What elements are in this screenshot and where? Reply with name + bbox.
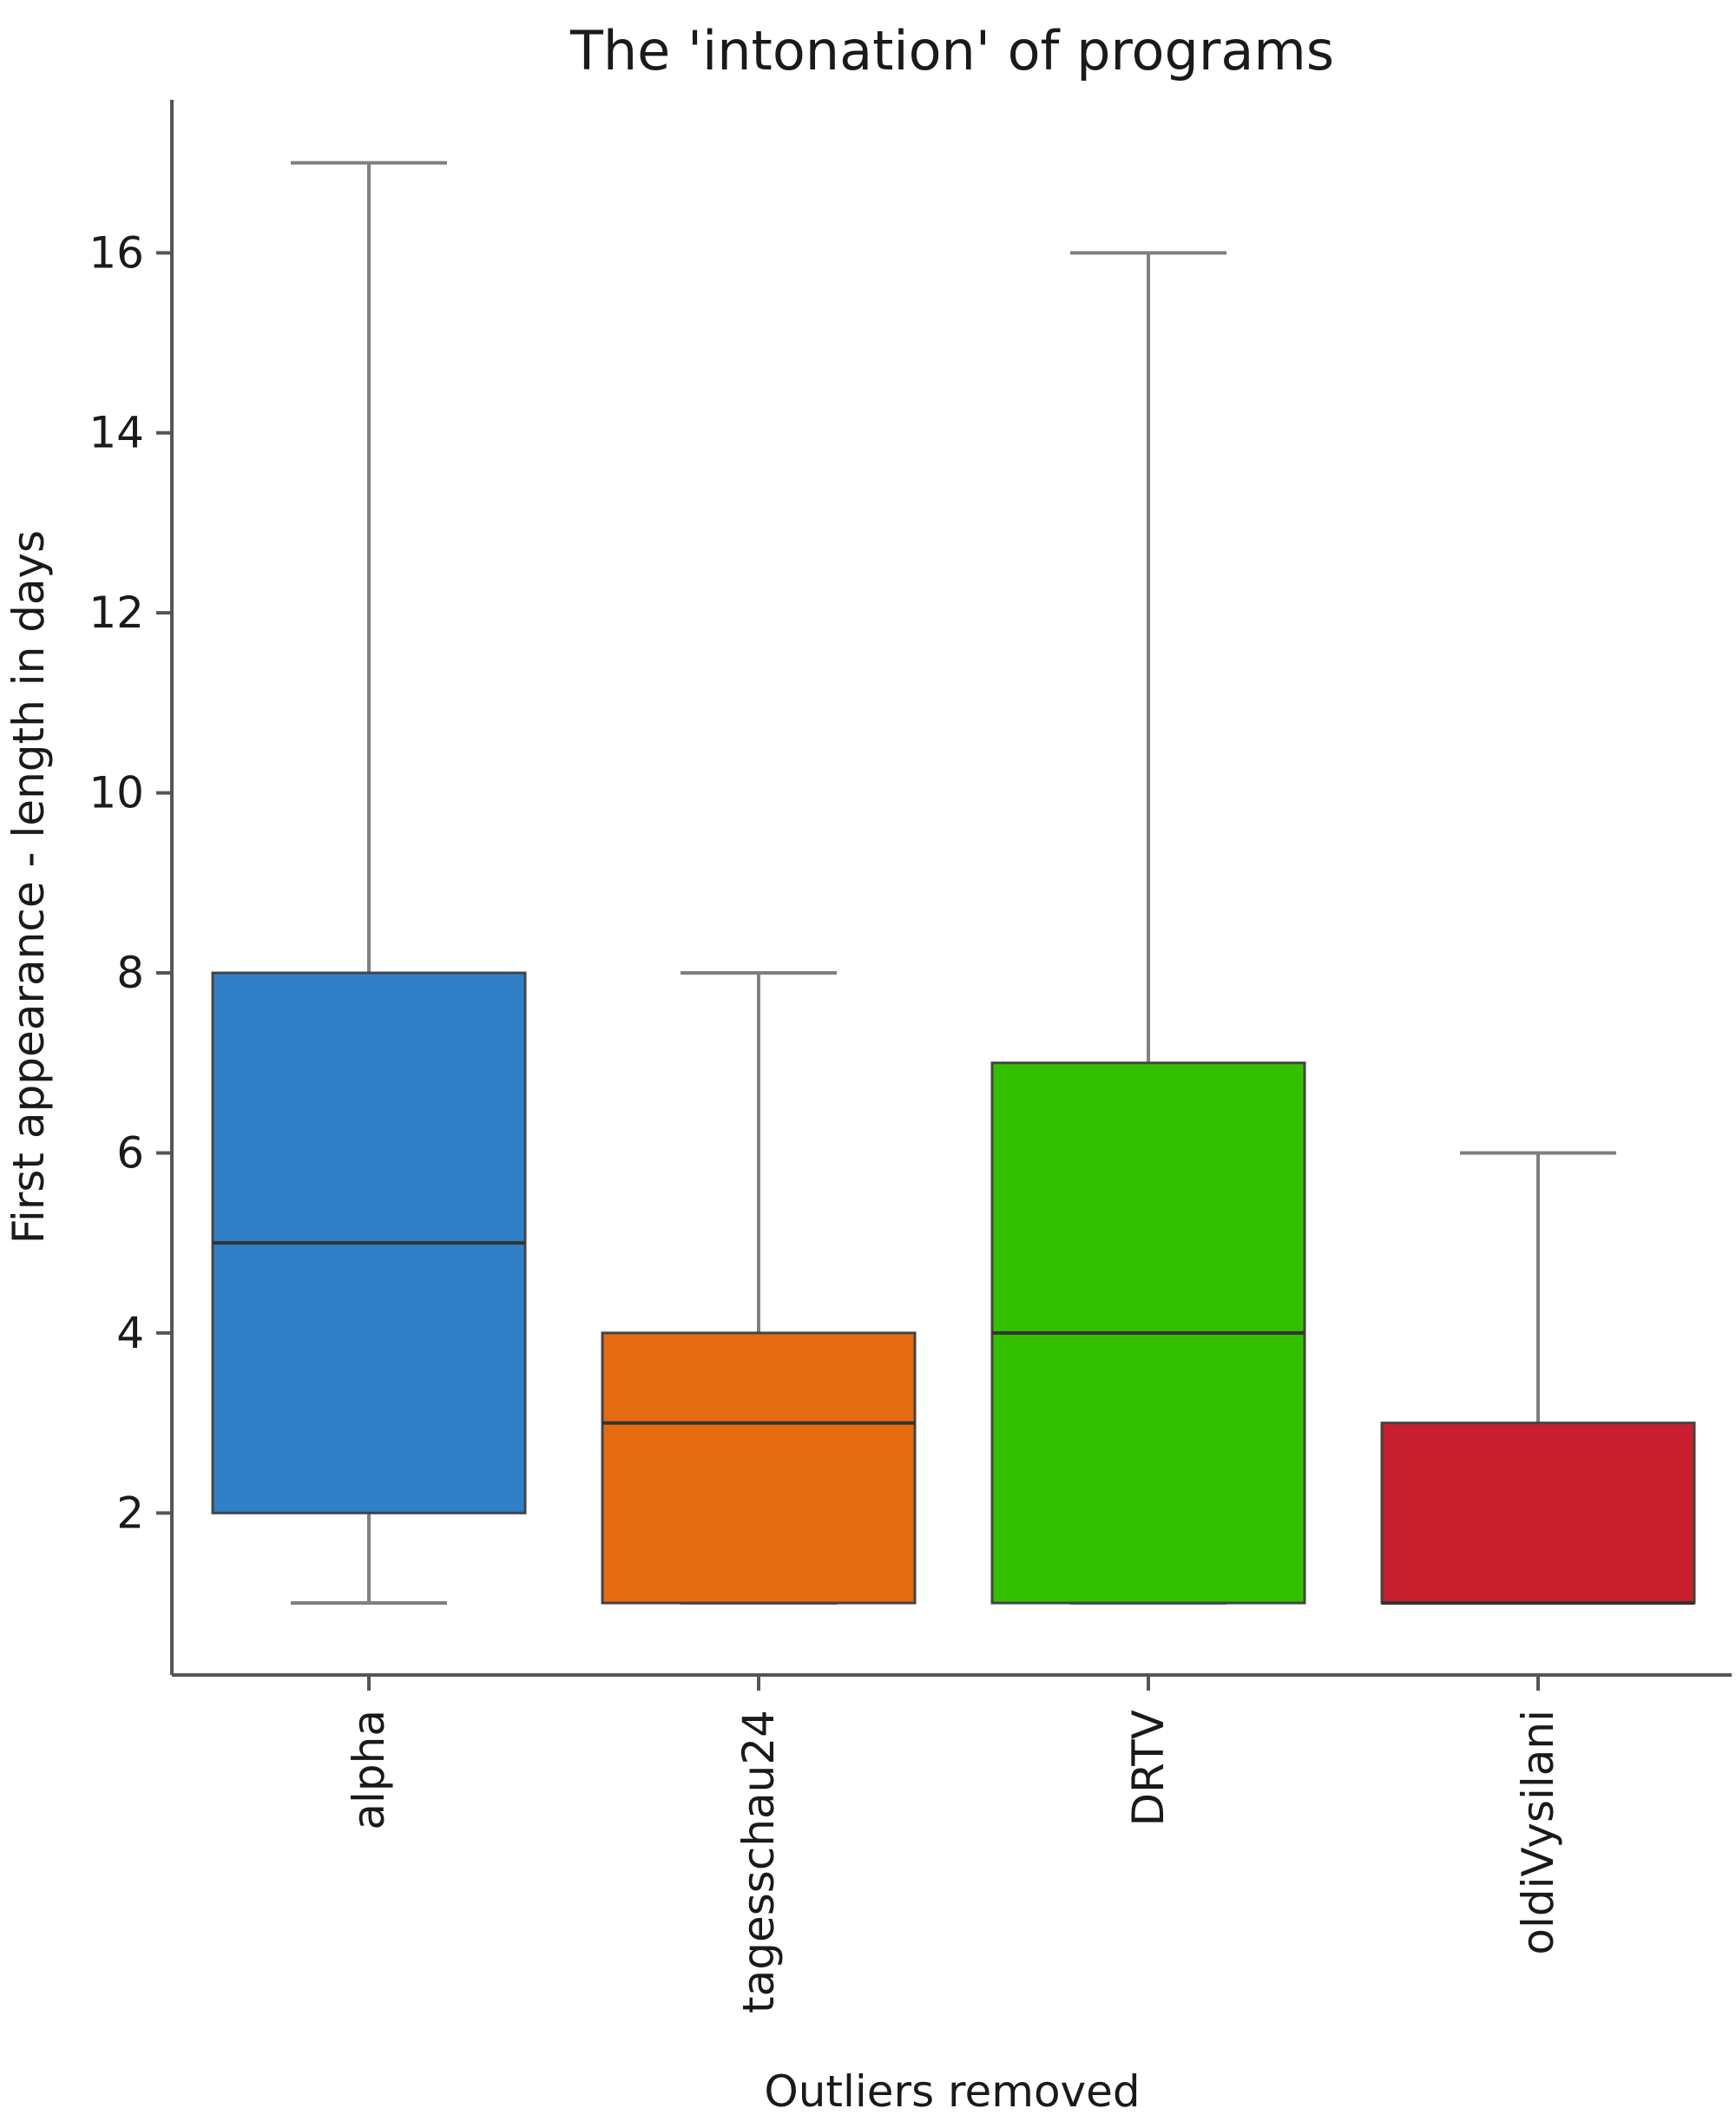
x-tick-label-oldivysilani: oldiVysilani (1513, 1710, 1563, 1955)
box-tagesschau24 (601, 1331, 917, 1605)
chart-title: The 'intonation' of programs (569, 19, 1334, 82)
y-tick-label-8: 8 (116, 948, 144, 998)
y-tick-label-6: 6 (116, 1127, 144, 1178)
y-tick-label-10: 10 (89, 768, 144, 818)
y-tick-label-14: 14 (89, 408, 144, 458)
y-axis-label: First appearance - length in days (3, 530, 54, 1244)
x-tick-label-drtv: DRTV (1123, 1710, 1174, 1826)
y-tick-label-2: 2 (116, 1488, 144, 1538)
y-tick-label-16: 16 (89, 227, 144, 278)
y-tick-label-12: 12 (89, 588, 144, 638)
y-tick-label-4: 4 (116, 1308, 144, 1358)
x-axis-label: Outliers removed (764, 2066, 1140, 2115)
box-oldivysilani (1380, 1422, 1696, 1605)
x-tick-label-alpha: alpha (344, 1710, 394, 1830)
x-tick-label-tagesschau24: tagesschau24 (733, 1710, 784, 2013)
plot-area: 2 4 6 8 10 12 14 16 alpha tagesschau24 DRTV oldiVys… (89, 100, 1732, 2013)
